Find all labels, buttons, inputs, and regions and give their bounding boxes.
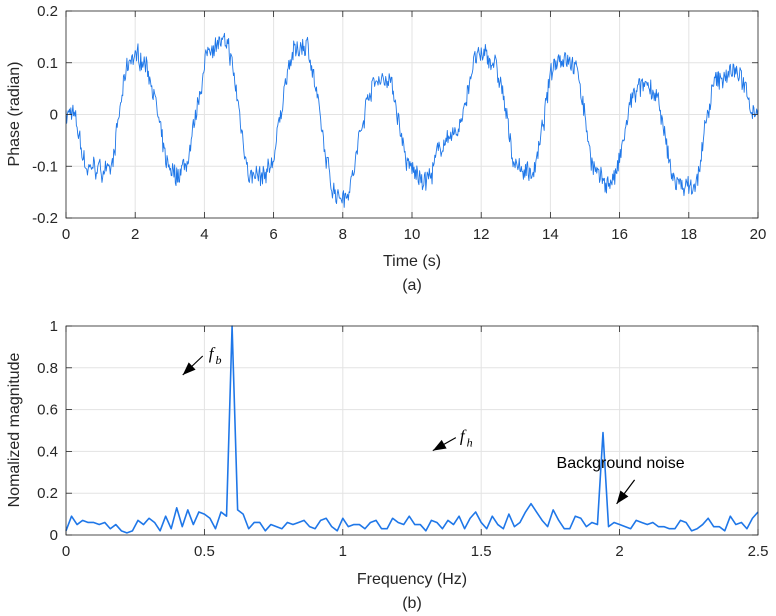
x-tick-label-a: 16 (611, 226, 628, 243)
x-tick-label-a: 18 (680, 226, 697, 243)
x-tick-label-b: 1.5 (471, 543, 492, 560)
x-tick-label-b: 0.5 (194, 543, 215, 560)
x-axis-label-b: Frequency (Hz) (357, 571, 467, 588)
caption-b: (b) (402, 595, 422, 612)
plot-a: 0 2 4 6 8 10 12 14 16 18 20 -0.2 -0.1 0 0.1 0.2 Time (s)… (6, 3, 766, 294)
x-tick-label-a: 4 (200, 226, 208, 243)
y-tick-label-b: 0.4 (37, 443, 58, 460)
x-tick-label-a: 10 (404, 226, 421, 243)
annotation-fb-letter: f (209, 344, 216, 363)
x-tick-label-a: 20 (750, 226, 767, 243)
y-tick-label-a: -0.2 (32, 210, 58, 227)
x-tick-label-a: 12 (473, 226, 490, 243)
y-tick-label-b: 0 (50, 527, 58, 544)
x-axis-label-a: Time (s) (383, 253, 441, 270)
annotation-fh-arrow-head (432, 439, 447, 451)
x-tick-label-b: 2.5 (748, 543, 769, 560)
y-tick-label-a: -0.1 (32, 158, 58, 175)
x-tick-label-a: 2 (131, 226, 139, 243)
annotation-fb-arrow-head (182, 362, 196, 375)
y-tick-label-a: 0 (50, 107, 58, 124)
x-tick-label-a: 0 (62, 226, 70, 243)
annotation-fb-subscript: b (215, 353, 221, 367)
x-tick-label-b: 1 (339, 543, 347, 560)
y-axis-label-b: Nomalized magnitude (6, 353, 23, 508)
plot-area-b (66, 326, 758, 535)
plot-b: 0 0.5 1 1.5 2 2.5 0 0.2 0.4 0.6 0.8 1 Frequency (Hz)… (6, 318, 768, 612)
x-tick-label-a: 8 (339, 226, 347, 243)
annotation-noise-label: Background noise (557, 455, 685, 472)
series-line-b (65, 325, 759, 534)
x-tick-label-a: 14 (542, 226, 559, 243)
y-tick-label-b: 0.2 (37, 485, 58, 502)
x-tick-label-a: 6 (269, 226, 277, 243)
y-tick-label-a: 0.2 (37, 3, 58, 20)
series-line-a (65, 32, 759, 208)
y-tick-label-b: 1 (50, 318, 58, 335)
annotation-fh-subscript: h (467, 436, 473, 450)
y-tick-label-b: 0.8 (37, 360, 58, 377)
x-tick-label-b: 0 (62, 543, 70, 560)
axes-frame-b (65, 325, 759, 536)
annotation-noise-arrow-head (616, 490, 629, 504)
y-axis-label-a: Phase (radian) (6, 62, 23, 167)
y-tick-label-a: 0.1 (37, 55, 58, 72)
y-tick-label-b: 0.6 (37, 402, 58, 419)
x-tick-label-b: 2 (615, 543, 623, 560)
annotation-fh-letter: f (460, 427, 467, 446)
caption-a: (a) (402, 277, 422, 294)
